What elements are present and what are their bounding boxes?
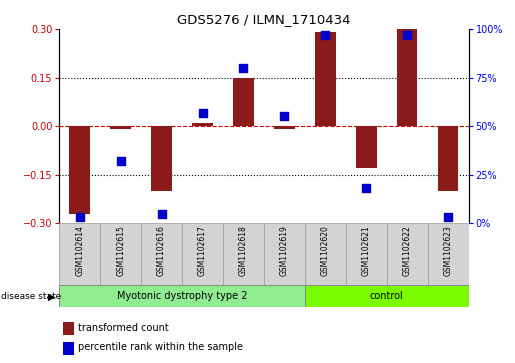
- Text: GSM1102616: GSM1102616: [157, 225, 166, 276]
- Point: [198, 110, 207, 115]
- Point: [321, 32, 330, 38]
- Point: [76, 215, 84, 220]
- Bar: [70, 126, 90, 213]
- Text: control: control: [370, 291, 404, 301]
- Bar: [356, 126, 376, 168]
- Text: ▶: ▶: [48, 292, 56, 302]
- Point: [116, 158, 125, 164]
- Text: Myotonic dystrophy type 2: Myotonic dystrophy type 2: [117, 291, 247, 301]
- Text: disease state: disease state: [1, 293, 61, 301]
- Text: GSM1102615: GSM1102615: [116, 225, 125, 276]
- Text: transformed count: transformed count: [78, 323, 168, 333]
- Bar: [110, 126, 131, 129]
- Text: GSM1102622: GSM1102622: [403, 225, 411, 276]
- Bar: [315, 32, 336, 126]
- Text: percentile rank within the sample: percentile rank within the sample: [78, 342, 243, 352]
- Bar: [346, 223, 387, 285]
- Point: [239, 65, 248, 71]
- Bar: [151, 126, 172, 191]
- Text: GSM1102618: GSM1102618: [239, 225, 248, 276]
- Point: [444, 215, 452, 220]
- Bar: [100, 223, 141, 285]
- Bar: [63, 322, 74, 335]
- Bar: [223, 223, 264, 285]
- Point: [280, 114, 288, 119]
- Bar: [438, 126, 458, 191]
- Bar: [397, 29, 418, 126]
- Point: [158, 211, 166, 216]
- Bar: [305, 285, 469, 307]
- Bar: [274, 126, 295, 129]
- Bar: [141, 223, 182, 285]
- Text: GSM1102617: GSM1102617: [198, 225, 207, 276]
- Text: GSM1102619: GSM1102619: [280, 225, 289, 276]
- Bar: [233, 78, 254, 126]
- Bar: [264, 223, 305, 285]
- Text: GSM1102621: GSM1102621: [362, 225, 371, 276]
- Bar: [192, 123, 213, 126]
- Point: [362, 185, 370, 191]
- Bar: [305, 223, 346, 285]
- Bar: [182, 223, 223, 285]
- Text: GSM1102620: GSM1102620: [321, 225, 330, 276]
- Title: GDS5276 / ILMN_1710434: GDS5276 / ILMN_1710434: [177, 13, 351, 26]
- Bar: [427, 223, 469, 285]
- Bar: [63, 342, 74, 355]
- Bar: [387, 223, 427, 285]
- Bar: [59, 223, 100, 285]
- Point: [403, 32, 411, 38]
- Text: GSM1102623: GSM1102623: [444, 225, 453, 276]
- Text: GSM1102614: GSM1102614: [75, 225, 84, 276]
- Bar: [59, 285, 305, 307]
